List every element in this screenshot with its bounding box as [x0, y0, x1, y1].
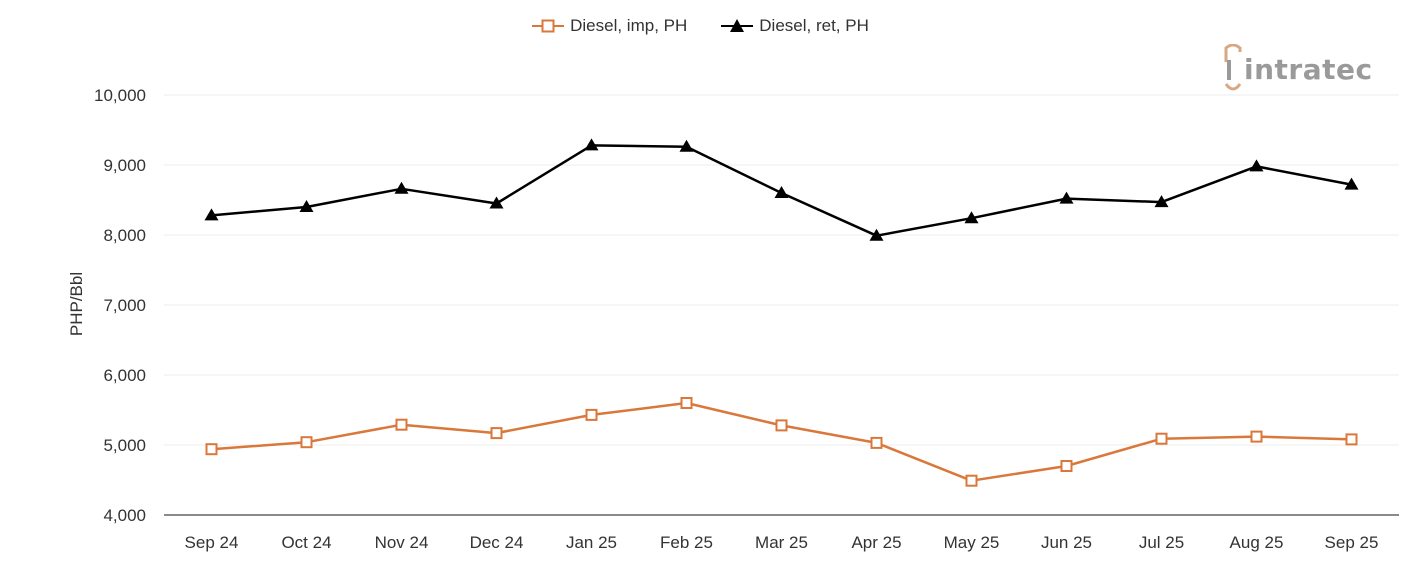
data-point-imp[interactable] [775, 419, 788, 432]
data-point-ret[interactable] [774, 186, 789, 198]
x-tick-label: Nov 24 [375, 533, 429, 552]
x-tick-label: Apr 25 [851, 533, 901, 552]
data-point-imp[interactable] [680, 397, 693, 409]
x-tick-label: Aug 25 [1230, 533, 1284, 552]
x-tick-label: Dec 24 [470, 533, 524, 552]
chart-legend: Diesel, imp, PH Diesel, ret, PH [0, 16, 1401, 36]
x-axis: Sep 24 Oct 24 Nov 24 Dec 24 Jan 25 Feb 25 Mar … [164, 514, 1399, 552]
data-point-ret[interactable] [679, 139, 694, 152]
x-tick-label: Sep 25 [1325, 533, 1379, 552]
x-tick-label: Feb 25 [660, 533, 713, 552]
legend-swatch-imp [532, 18, 565, 34]
data-point-ret[interactable] [964, 211, 979, 224]
data-point-ret[interactable] [1059, 191, 1074, 204]
data-point-imp[interactable] [205, 443, 218, 456]
x-tick-label: Oct 24 [281, 533, 331, 552]
data-point-imp[interactable] [1250, 430, 1263, 443]
legend-swatch-ret [721, 18, 754, 34]
x-tick-label: Jan 25 [566, 533, 617, 552]
legend-label-imp: Diesel, imp, PH [570, 16, 688, 35]
y-tick-label: 6,000 [103, 366, 146, 385]
data-point-ret[interactable] [489, 196, 504, 209]
data-point-ret[interactable] [394, 181, 409, 194]
data-point-imp[interactable] [490, 427, 503, 440]
y-tick-label: 8,000 [103, 226, 146, 245]
data-point-imp[interactable] [585, 408, 598, 421]
data-point-imp[interactable] [1060, 460, 1073, 472]
data-point-imp[interactable] [870, 436, 883, 449]
data-point-ret[interactable] [869, 228, 884, 241]
data-point-imp[interactable] [965, 474, 978, 487]
series-lines [204, 138, 1359, 487]
gridlines [164, 94, 1399, 446]
data-point-ret[interactable] [1154, 195, 1169, 208]
data-point-imp[interactable] [1345, 433, 1358, 446]
x-tick-label: Jun 25 [1041, 533, 1092, 552]
y-axis: 4,000 5,000 6,000 7,000 8,000 9,000 10,000 [94, 86, 146, 525]
data-point-ret[interactable] [204, 208, 219, 221]
data-point-ret[interactable] [1249, 159, 1264, 172]
legend-label-ret: Diesel, ret, PH [759, 16, 869, 35]
intratec-logo: intratec [1222, 44, 1373, 94]
x-tick-label: Mar 25 [755, 533, 808, 552]
y-tick-label: 7,000 [103, 296, 146, 315]
data-point-imp[interactable] [1155, 432, 1168, 445]
series-ret [204, 138, 1359, 241]
x-tick-label: Jul 25 [1139, 533, 1184, 552]
y-tick-label: 5,000 [103, 436, 146, 455]
logo-mark-icon [1224, 44, 1242, 91]
legend-item-ret[interactable]: Diesel, ret, PH [721, 16, 869, 36]
data-point-ret[interactable] [299, 200, 314, 212]
x-tick-label: Sep 24 [185, 533, 239, 552]
y-tick-label: 4,000 [103, 506, 146, 525]
y-tick-label: 10,000 [94, 86, 146, 105]
series-imp [205, 397, 1358, 487]
y-axis-title: PHP/Bbl [67, 272, 86, 336]
logo-text: intratec [1244, 52, 1373, 86]
legend-item-imp[interactable]: Diesel, imp, PH [532, 16, 687, 36]
data-point-ret[interactable] [584, 138, 599, 151]
series-line-imp [211, 401, 1352, 482]
data-point-ret[interactable] [1344, 177, 1359, 190]
y-tick-label: 9,000 [103, 156, 146, 175]
data-point-imp[interactable] [395, 418, 408, 431]
data-point-imp[interactable] [300, 436, 313, 449]
x-tick-label: May 25 [944, 533, 1000, 552]
